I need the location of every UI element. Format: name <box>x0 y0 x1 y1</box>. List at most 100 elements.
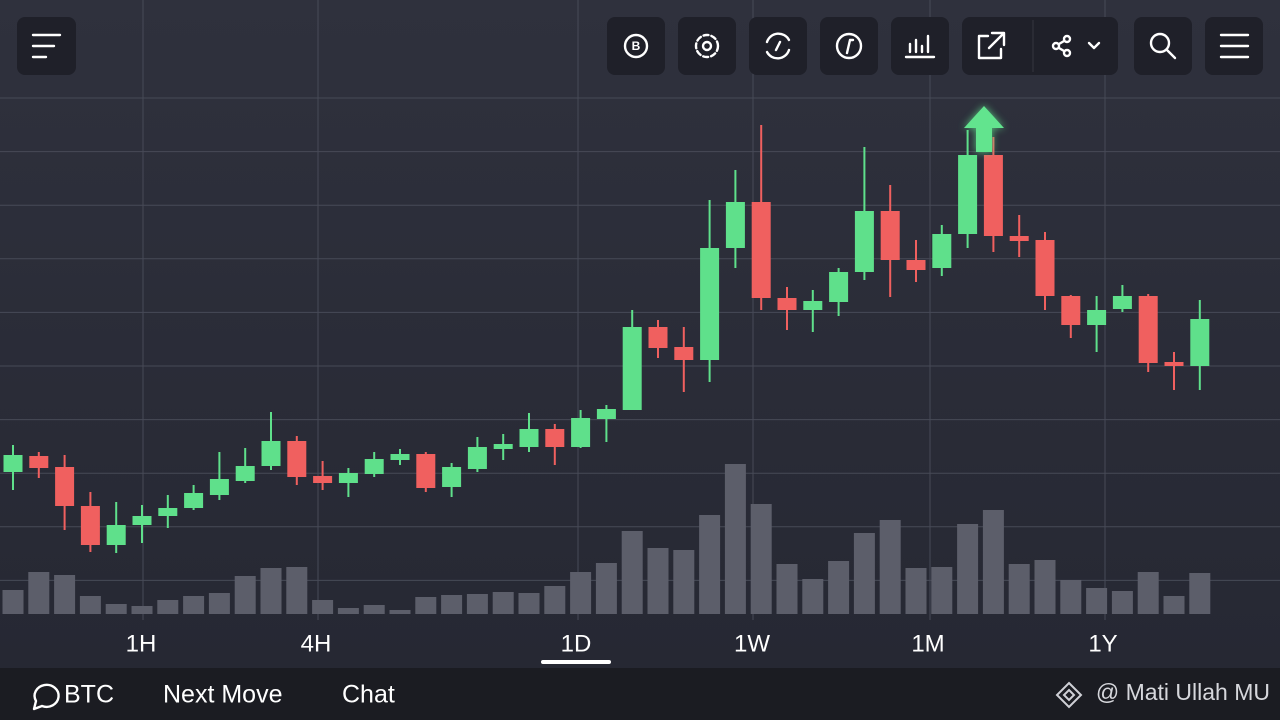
share-button[interactable] <box>1051 34 1101 58</box>
volume-bar <box>853 533 875 614</box>
timeframe-option[interactable]: 1Y <box>1088 630 1117 657</box>
candle-body <box>622 327 642 410</box>
candle-body <box>725 202 745 248</box>
candle-body <box>777 298 797 310</box>
volume-bar <box>28 572 50 614</box>
candle-body <box>1138 296 1158 363</box>
candle-layer <box>3 125 1210 553</box>
volume-bar <box>776 564 798 614</box>
candle-body <box>287 441 307 477</box>
share-group <box>962 17 1118 75</box>
volume-bar <box>621 531 643 614</box>
volume-bar <box>750 504 772 614</box>
nav-item[interactable]: Next Move <box>163 681 282 709</box>
volume-bar <box>1137 572 1159 614</box>
volume-bar <box>415 597 437 614</box>
volume-bar <box>647 548 669 614</box>
candle-body <box>364 459 384 474</box>
candle-body <box>184 493 204 508</box>
volume-bar <box>1034 560 1056 614</box>
volume-bar <box>157 600 179 614</box>
coin-settings-button[interactable]: B <box>607 17 665 75</box>
volume-bar <box>931 567 953 614</box>
candle-body <box>803 301 823 310</box>
volume-layer <box>2 464 1211 614</box>
candle-body <box>1087 310 1107 325</box>
toolbar: B <box>17 17 1263 75</box>
volume-bar <box>363 605 385 614</box>
open-external-button[interactable] <box>977 31 1006 60</box>
candle-body <box>880 211 900 260</box>
volume-bar <box>905 568 927 614</box>
candle-body <box>338 473 358 483</box>
timeframe-option[interactable]: 1H <box>126 630 157 657</box>
volume-bar <box>312 600 334 614</box>
candle-body <box>906 260 926 270</box>
candle-body <box>674 347 694 360</box>
sync-button[interactable] <box>749 17 807 75</box>
volume-bar <box>441 595 463 614</box>
candle-body <box>29 456 49 468</box>
menu-button[interactable] <box>1205 17 1263 75</box>
volume-bar <box>1163 596 1185 614</box>
candle-body <box>1164 362 1184 366</box>
volume-bar <box>389 610 411 614</box>
binance-icon <box>1055 681 1083 709</box>
candle-body <box>1035 240 1055 296</box>
bottom-bar <box>0 668 1280 720</box>
volume-bar <box>982 510 1004 614</box>
svg-text:B: B <box>632 39 641 53</box>
timeframe-option[interactable]: 1W <box>734 630 770 657</box>
volume-bar <box>828 561 850 614</box>
candle-body <box>1190 319 1210 366</box>
candle-body <box>390 454 410 460</box>
candle-body <box>571 418 591 447</box>
candle-body <box>80 506 100 545</box>
settings-button[interactable] <box>678 17 736 75</box>
volume-bar <box>699 515 721 614</box>
candle-body <box>648 327 668 348</box>
volume-bar <box>131 606 153 614</box>
chat-icon <box>32 683 60 711</box>
nav-item[interactable]: BTC <box>64 681 114 709</box>
volume-bar <box>208 593 230 614</box>
candle-body <box>493 444 513 449</box>
menu-left-button[interactable] <box>17 17 76 75</box>
nav-item[interactable]: Chat <box>342 681 395 709</box>
candle-body <box>958 155 978 234</box>
timeframe-option[interactable]: 1D <box>561 630 592 657</box>
candle-body <box>3 455 23 472</box>
volume-bar <box>234 576 256 614</box>
volume-bar <box>492 592 514 614</box>
volume-bar <box>724 464 746 614</box>
volume-bar <box>337 608 359 614</box>
candle-body <box>829 272 849 302</box>
candle-body <box>1009 236 1029 241</box>
info-button[interactable] <box>820 17 878 75</box>
timeframe-option[interactable]: 4H <box>301 630 332 657</box>
up-arrow <box>964 106 1004 152</box>
indicators-button[interactable] <box>891 17 949 75</box>
credit: @ Mati Ullah MU <box>1096 679 1270 705</box>
candle-body <box>932 234 952 268</box>
candle-body <box>132 516 152 525</box>
candle-body <box>1061 296 1081 325</box>
volume-bar <box>802 579 824 614</box>
volume-bar <box>1086 588 1108 614</box>
search-button[interactable] <box>1134 17 1192 75</box>
candle-body <box>55 467 75 506</box>
volume-bar <box>595 563 617 614</box>
candle-body <box>442 467 462 487</box>
timeframe-option[interactable]: 1M <box>911 630 944 657</box>
candle-body <box>983 155 1003 236</box>
volume-bar <box>1008 564 1030 614</box>
candle-body <box>596 409 616 419</box>
selected-indicator <box>541 660 611 664</box>
candle-body <box>545 429 565 447</box>
volume-bar <box>54 575 76 614</box>
candle-body <box>416 454 436 488</box>
volume-bar <box>544 586 566 614</box>
candle-body <box>313 476 333 483</box>
